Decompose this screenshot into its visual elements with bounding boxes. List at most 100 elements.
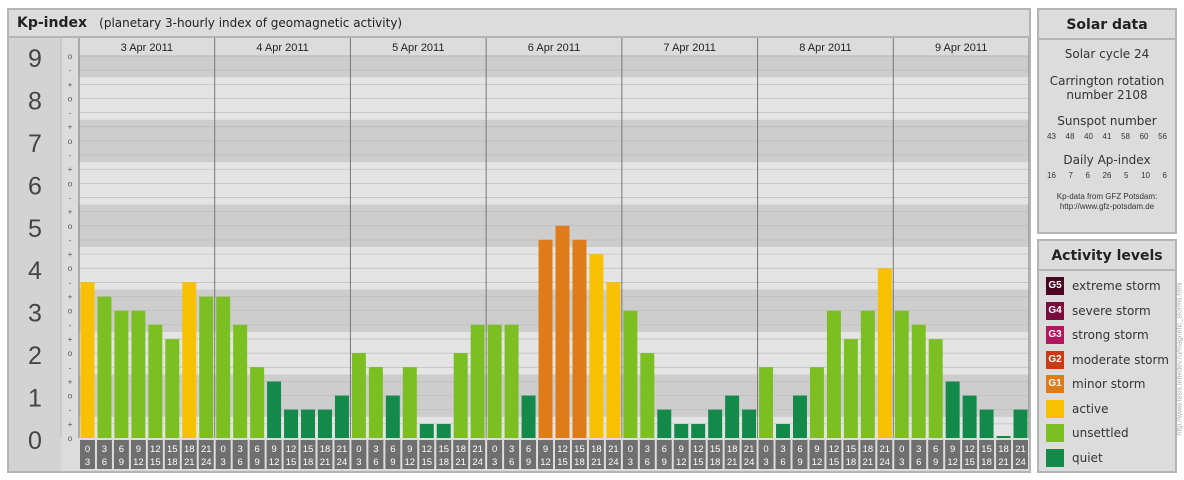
- minor-tick-label: +: [68, 293, 73, 302]
- interval-start-label: 9: [136, 444, 141, 455]
- chart-title-bar: Kp-index (planetary 3-hourly index of ge…: [9, 10, 1029, 38]
- interval-box: [588, 440, 604, 469]
- minor-tick-label: -: [69, 236, 72, 245]
- kp-bar: [911, 324, 926, 438]
- interval-end-label: 21: [591, 457, 602, 468]
- minor-tick-label: +: [68, 420, 73, 429]
- kp-bar: [284, 409, 299, 438]
- interval-end-label: 24: [744, 457, 755, 468]
- interval-start-label: 21: [472, 444, 483, 455]
- day-label: 7 Apr 2011: [664, 42, 716, 54]
- kp-bar: [487, 324, 502, 438]
- kp-bar: [470, 324, 485, 438]
- ap-index-values: 16 7 6 26 5 10 6: [1039, 171, 1175, 180]
- minor-tick-label: o: [68, 349, 73, 358]
- kp-bar: [267, 381, 282, 438]
- y-axis-column: [9, 38, 61, 471]
- kp-bar: [894, 310, 909, 438]
- activity-levels-title: Activity levels: [1039, 241, 1175, 271]
- kp-bar: [538, 239, 553, 438]
- interval-box: [605, 440, 621, 469]
- kp-bar: [368, 367, 383, 438]
- interval-end-label: 9: [390, 457, 395, 468]
- day-label: 6 Apr 2011: [528, 42, 580, 54]
- interval-start-label: 15: [303, 444, 314, 455]
- interval-box: [470, 440, 486, 469]
- interval-start-label: 0: [763, 444, 768, 455]
- kp-bar: [725, 395, 740, 438]
- legend-item-g4: G4 severe storm: [1039, 299, 1175, 324]
- minor-tick-label: +: [68, 250, 73, 259]
- interval-start-label: 15: [574, 444, 585, 455]
- interval-start-label: 0: [85, 444, 90, 455]
- interval-start-label: 9: [407, 444, 412, 455]
- interval-box: [894, 440, 910, 469]
- interval-box: [775, 440, 791, 469]
- interval-end-label: 15: [964, 457, 975, 468]
- interval-end-label: 15: [693, 457, 704, 468]
- day-label: 5 Apr 2011: [392, 42, 444, 54]
- legend-swatch-unsettled: [1046, 424, 1064, 443]
- legend-item-g5: G5 extreme storm: [1039, 274, 1175, 299]
- interval-start-label: 9: [814, 444, 819, 455]
- ap-value: 26: [1102, 171, 1112, 180]
- interval-box: [80, 440, 95, 469]
- legend-label: minor storm: [1072, 377, 1146, 392]
- interval-start-label: 0: [492, 444, 497, 455]
- interval-box: [792, 440, 808, 469]
- kp-bar: [419, 423, 434, 438]
- kp-bar: [674, 423, 689, 438]
- legend-swatch-g5: G5: [1046, 277, 1064, 296]
- legend-label: severe storm: [1072, 303, 1151, 318]
- carrington-line-1: Carrington rotation: [1049, 74, 1165, 88]
- interval-box: [504, 440, 520, 469]
- interval-box: [181, 440, 197, 469]
- interval-end-label: 6: [645, 457, 650, 468]
- interval-start-label: 15: [846, 444, 857, 455]
- interval-start-label: 9: [950, 444, 955, 455]
- kp-bar-chart: 0123456789o+o+-o+-o+-o+-o+-o+-o+-o+-o-3 …: [9, 38, 1029, 471]
- kp-bar: [80, 282, 95, 438]
- interval-start-label: 21: [880, 444, 891, 455]
- interval-start-label: 3: [373, 444, 378, 455]
- carrington-line-2: number 2108: [1066, 88, 1148, 102]
- kp-bar: [606, 282, 621, 438]
- day-label: 4 Apr 2011: [256, 42, 308, 54]
- interval-start-label: 12: [693, 444, 704, 455]
- kp-bar: [555, 225, 570, 438]
- source-link[interactable]: http://www.gfz-potsdam.de: [1059, 202, 1155, 211]
- interval-start-label: 12: [421, 444, 432, 455]
- minor-tick-label: o: [68, 264, 73, 273]
- interval-box: [385, 440, 401, 469]
- interval-box: [317, 440, 333, 469]
- kp-bar: [233, 324, 248, 438]
- ap-value: 7: [1068, 171, 1073, 180]
- minor-tick-label: +: [68, 377, 73, 386]
- kp-bar: [148, 324, 163, 438]
- interval-end-label: 3: [221, 457, 226, 468]
- legend-swatch-g4: G4: [1046, 301, 1064, 320]
- interval-start-label: 18: [727, 444, 738, 455]
- kp-bar: [928, 339, 943, 438]
- interval-start-label: 0: [628, 444, 633, 455]
- interval-end-label: 18: [438, 457, 449, 468]
- kp-bar: [114, 310, 129, 438]
- interval-end-label: 18: [167, 457, 178, 468]
- band-0: [79, 416, 1029, 438]
- kp-bar: [301, 409, 315, 438]
- kp-bar: [318, 409, 332, 438]
- interval-box: [741, 440, 757, 469]
- interval-start-label: 9: [543, 444, 548, 455]
- interval-start-label: 12: [150, 444, 161, 455]
- interval-box: [860, 440, 876, 469]
- interval-end-label: 18: [574, 457, 585, 468]
- interval-box: [487, 440, 503, 469]
- interval-start-label: 3: [238, 444, 243, 455]
- y-tick-label: 8: [28, 87, 42, 115]
- interval-end-label: 6: [780, 457, 785, 468]
- minor-tick-label: -: [69, 278, 72, 287]
- minor-tick-label: o: [68, 179, 73, 188]
- interval-end-label: 21: [998, 457, 1009, 468]
- interval-start-label: 6: [526, 444, 531, 455]
- interval-end-label: 12: [405, 457, 416, 468]
